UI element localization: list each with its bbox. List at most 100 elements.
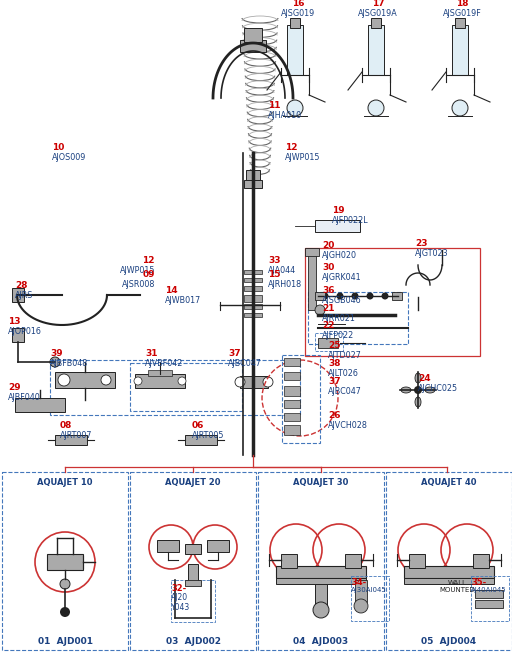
Bar <box>240 376 268 388</box>
Bar <box>244 278 262 282</box>
Text: 36: 36 <box>322 286 334 295</box>
Bar <box>50 360 300 415</box>
Text: AJGT023: AJGT023 <box>415 249 449 258</box>
Circle shape <box>381 293 389 299</box>
Text: AQUAJET 30: AQUAJET 30 <box>293 478 349 487</box>
Circle shape <box>368 100 384 116</box>
Text: AJWP015: AJWP015 <box>285 153 321 162</box>
Circle shape <box>367 293 373 299</box>
Bar <box>47 554 83 570</box>
Text: 25: 25 <box>328 341 340 350</box>
Bar <box>287 25 303 75</box>
Bar <box>345 554 361 568</box>
Bar <box>55 372 115 388</box>
Text: 32-: 32- <box>171 584 186 593</box>
Text: 22: 22 <box>322 321 334 330</box>
Text: 21: 21 <box>322 304 334 313</box>
Text: AJSG019F: AJSG019F <box>443 9 481 18</box>
Bar <box>315 333 343 351</box>
Bar <box>282 355 320 443</box>
Circle shape <box>315 305 325 315</box>
Bar <box>244 270 262 274</box>
Text: AJRT007: AJRT007 <box>60 431 93 440</box>
Bar <box>305 248 319 256</box>
Text: 37: 37 <box>228 349 241 358</box>
Text: 28: 28 <box>15 281 28 290</box>
Text: 20: 20 <box>322 241 334 250</box>
Text: 24: 24 <box>418 374 431 383</box>
Bar <box>409 554 425 568</box>
Bar <box>308 250 316 310</box>
Circle shape <box>58 374 70 386</box>
Text: AJ30Al045: AJ30Al045 <box>351 587 387 593</box>
Text: 31: 31 <box>145 349 158 358</box>
Text: AJVCH028: AJVCH028 <box>328 421 368 430</box>
Bar <box>276 566 366 578</box>
Bar <box>207 540 229 552</box>
Circle shape <box>352 293 358 299</box>
Bar <box>12 328 24 342</box>
Circle shape <box>263 377 273 387</box>
Text: AJOP016: AJOP016 <box>8 327 42 336</box>
Ellipse shape <box>415 397 421 407</box>
Bar <box>318 338 338 348</box>
Text: 37: 37 <box>328 377 340 386</box>
Bar <box>475 600 503 608</box>
Text: AJBF040: AJBF040 <box>8 393 41 402</box>
Bar <box>284 372 300 380</box>
Circle shape <box>414 386 422 394</box>
Bar <box>475 590 503 598</box>
Bar <box>284 425 300 435</box>
Text: AJOS009: AJOS009 <box>52 153 87 162</box>
Bar <box>2 472 128 650</box>
Bar <box>281 554 297 568</box>
Text: 11: 11 <box>268 101 281 110</box>
Bar <box>392 292 402 300</box>
Ellipse shape <box>415 373 421 383</box>
Text: AJTD027: AJTD027 <box>328 351 362 360</box>
Bar <box>368 25 384 75</box>
Text: AJSR008: AJSR008 <box>122 280 155 289</box>
Bar <box>315 292 325 300</box>
Text: AJWP015: AJWP015 <box>119 266 155 275</box>
Text: AQUAJET 10: AQUAJET 10 <box>37 478 93 487</box>
Text: AJSG019: AJSG019 <box>281 9 315 18</box>
Text: 38: 38 <box>328 359 340 368</box>
Circle shape <box>235 377 245 387</box>
Text: AQUAJET 20: AQUAJET 20 <box>165 478 221 487</box>
Bar <box>157 540 179 552</box>
Text: AJBC047: AJBC047 <box>228 359 262 368</box>
Bar <box>244 313 262 317</box>
Text: AJFP022: AJFP022 <box>322 331 354 340</box>
Text: AJLT026: AJLT026 <box>328 369 359 378</box>
Text: 17: 17 <box>372 0 385 8</box>
Text: 01  AJD001: 01 AJD001 <box>37 637 93 646</box>
Text: 29: 29 <box>8 383 20 392</box>
Text: AJGH020: AJGH020 <box>322 251 357 260</box>
Circle shape <box>322 293 329 299</box>
Text: 15: 15 <box>268 270 281 279</box>
Text: AJSGB046: AJSGB046 <box>322 296 361 305</box>
Bar <box>130 363 242 411</box>
Text: 12: 12 <box>142 256 155 265</box>
Text: 09: 09 <box>142 270 155 279</box>
Text: AJWB017: AJWB017 <box>165 296 201 305</box>
Text: 33: 33 <box>268 256 281 265</box>
Text: AJRT005: AJRT005 <box>192 431 224 440</box>
Text: 06: 06 <box>192 421 204 430</box>
Text: 05  AJD004: 05 AJD004 <box>421 637 477 646</box>
Circle shape <box>60 579 70 589</box>
Text: 26: 26 <box>328 411 340 420</box>
Text: AJ20
Y043: AJ20 Y043 <box>171 593 190 612</box>
Bar <box>386 472 512 650</box>
Bar <box>240 40 266 52</box>
Text: AJ40Al045: AJ40Al045 <box>471 587 507 593</box>
Bar <box>276 578 366 584</box>
Bar <box>244 180 262 188</box>
Text: AQUAJET 40: AQUAJET 40 <box>421 478 477 487</box>
Text: AJVBF042: AJVBF042 <box>145 359 183 368</box>
Text: 14: 14 <box>165 286 178 295</box>
Text: AJCHC025: AJCHC025 <box>418 384 458 393</box>
Bar <box>148 370 172 376</box>
Bar <box>308 292 408 344</box>
